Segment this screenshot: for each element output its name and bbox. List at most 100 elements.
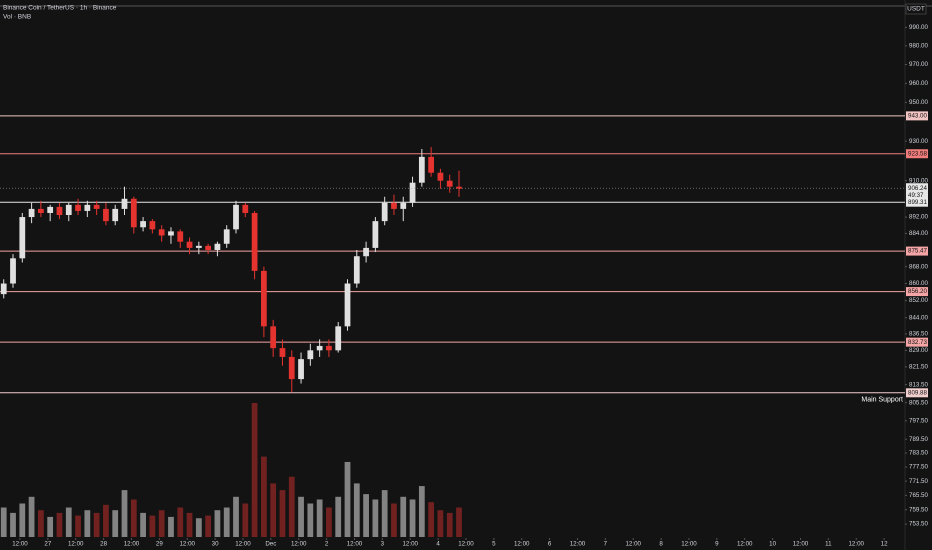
candle-body bbox=[437, 172, 444, 181]
volume-bar bbox=[437, 510, 444, 537]
x-tick-label: 12:00 bbox=[514, 541, 530, 548]
x-tick-label: 12:00 bbox=[681, 541, 697, 548]
countdown-label: 49:37 bbox=[908, 192, 924, 199]
y-tick-label: 783.50 bbox=[909, 450, 928, 457]
y-tick-label: 844.00 bbox=[909, 314, 928, 321]
x-tick-label: 30 bbox=[212, 541, 219, 548]
volume-bar bbox=[261, 456, 267, 537]
x-tick-label: 10 bbox=[769, 541, 776, 548]
x-tick-label: 9 bbox=[715, 541, 719, 548]
y-tick-label: 797.50 bbox=[909, 417, 928, 424]
y-tick-label: 884.00 bbox=[909, 230, 928, 237]
candle-body bbox=[446, 180, 453, 187]
x-tick-label: 29 bbox=[156, 541, 163, 548]
candle-body bbox=[75, 204, 81, 211]
candle-body bbox=[326, 345, 332, 351]
last-price-label: 906.24 bbox=[908, 185, 927, 192]
x-tick-label: 12:00 bbox=[347, 541, 363, 548]
y-tick-label: 753.50 bbox=[909, 521, 928, 528]
candle-body bbox=[149, 221, 156, 230]
level-label: 923.58 bbox=[908, 150, 927, 157]
currency-box bbox=[905, 3, 927, 15]
volume-bar bbox=[391, 503, 397, 537]
y-tick-label: 910.00 bbox=[909, 177, 928, 184]
volume-bar bbox=[103, 504, 109, 537]
candle-body bbox=[270, 326, 277, 349]
x-tick-label: 12:00 bbox=[625, 541, 641, 548]
candle-body bbox=[418, 156, 425, 183]
x-tick-label: 12:00 bbox=[291, 541, 307, 548]
annotation: Main Support bbox=[861, 397, 903, 404]
candle-body bbox=[353, 256, 360, 284]
volume-bar bbox=[344, 461, 351, 537]
candle-body bbox=[214, 243, 221, 250]
x-tick-label: 8 bbox=[659, 541, 663, 548]
x-tick-label: 12:00 bbox=[124, 541, 140, 548]
x-tick-label: 12:00 bbox=[793, 541, 809, 548]
volume-bar bbox=[335, 496, 342, 537]
candle-body bbox=[56, 206, 63, 216]
x-tick-label: 12:00 bbox=[12, 541, 28, 548]
volume-bar bbox=[38, 510, 44, 537]
candle-body bbox=[391, 202, 397, 209]
volume-bar bbox=[158, 510, 165, 537]
x-tick-label: 4 bbox=[436, 541, 440, 548]
volume-bar bbox=[279, 490, 286, 537]
level-label: 832.73 bbox=[908, 339, 927, 346]
candle-body bbox=[65, 204, 72, 216]
y-tick-label: 759.50 bbox=[909, 506, 928, 513]
x-tick-label: 27 bbox=[44, 541, 51, 548]
candle-body bbox=[372, 221, 379, 248]
candle-body bbox=[307, 350, 314, 360]
volume-bar bbox=[205, 515, 212, 537]
volume-legend: Vol · BNB bbox=[3, 14, 31, 21]
y-tick-label: 765.50 bbox=[909, 492, 928, 499]
level-label-box bbox=[906, 246, 928, 256]
volume-bar bbox=[307, 503, 314, 537]
volume-bar bbox=[223, 507, 230, 537]
volume-bar bbox=[326, 507, 332, 537]
candle-body bbox=[261, 270, 267, 327]
candle-body bbox=[121, 198, 128, 209]
volume-bar bbox=[130, 499, 137, 537]
candle-body bbox=[195, 245, 202, 248]
candle-body bbox=[168, 231, 174, 236]
y-tick-label: 892.00 bbox=[909, 214, 928, 221]
y-tick-label: 950.00 bbox=[909, 99, 928, 106]
candle-body bbox=[112, 208, 119, 222]
level-label-box bbox=[906, 388, 928, 398]
level-label-box bbox=[906, 287, 928, 297]
volume-bar bbox=[298, 496, 304, 537]
y-tick-label: 836.50 bbox=[909, 331, 928, 338]
x-tick-label: 12:00 bbox=[737, 541, 753, 548]
volume-bar bbox=[446, 512, 453, 537]
candle-body bbox=[428, 156, 435, 173]
volume-bar bbox=[186, 512, 193, 537]
y-tick-label: 789.50 bbox=[909, 436, 928, 443]
y-tick-label: 805.50 bbox=[909, 399, 928, 406]
level-label: 809.88 bbox=[908, 389, 927, 396]
x-tick-label: 5 bbox=[492, 541, 496, 548]
candle-body bbox=[130, 198, 137, 228]
y-tick-label: 960.00 bbox=[909, 80, 928, 87]
volume-bar bbox=[214, 510, 221, 537]
volume-bar bbox=[288, 476, 295, 537]
candle-body bbox=[363, 247, 369, 257]
candle-body bbox=[242, 204, 249, 213]
y-tick-label: 860.00 bbox=[909, 280, 928, 287]
last-price-box bbox=[906, 183, 928, 201]
x-tick-label: 12:00 bbox=[458, 541, 474, 548]
volume-bar bbox=[65, 507, 72, 537]
level-label-box bbox=[906, 149, 928, 159]
y-tick-label: 970.00 bbox=[909, 61, 928, 68]
y-tick-label: 852.00 bbox=[909, 297, 928, 304]
y-tick-label: 990.00 bbox=[909, 24, 928, 31]
volume-bar bbox=[56, 512, 63, 537]
candle-body bbox=[0, 283, 7, 295]
candle-body bbox=[251, 212, 258, 271]
level-label: 943.00 bbox=[908, 113, 927, 120]
volume-bar bbox=[418, 486, 425, 537]
level-label-box bbox=[906, 337, 928, 347]
candle-body bbox=[10, 258, 16, 284]
